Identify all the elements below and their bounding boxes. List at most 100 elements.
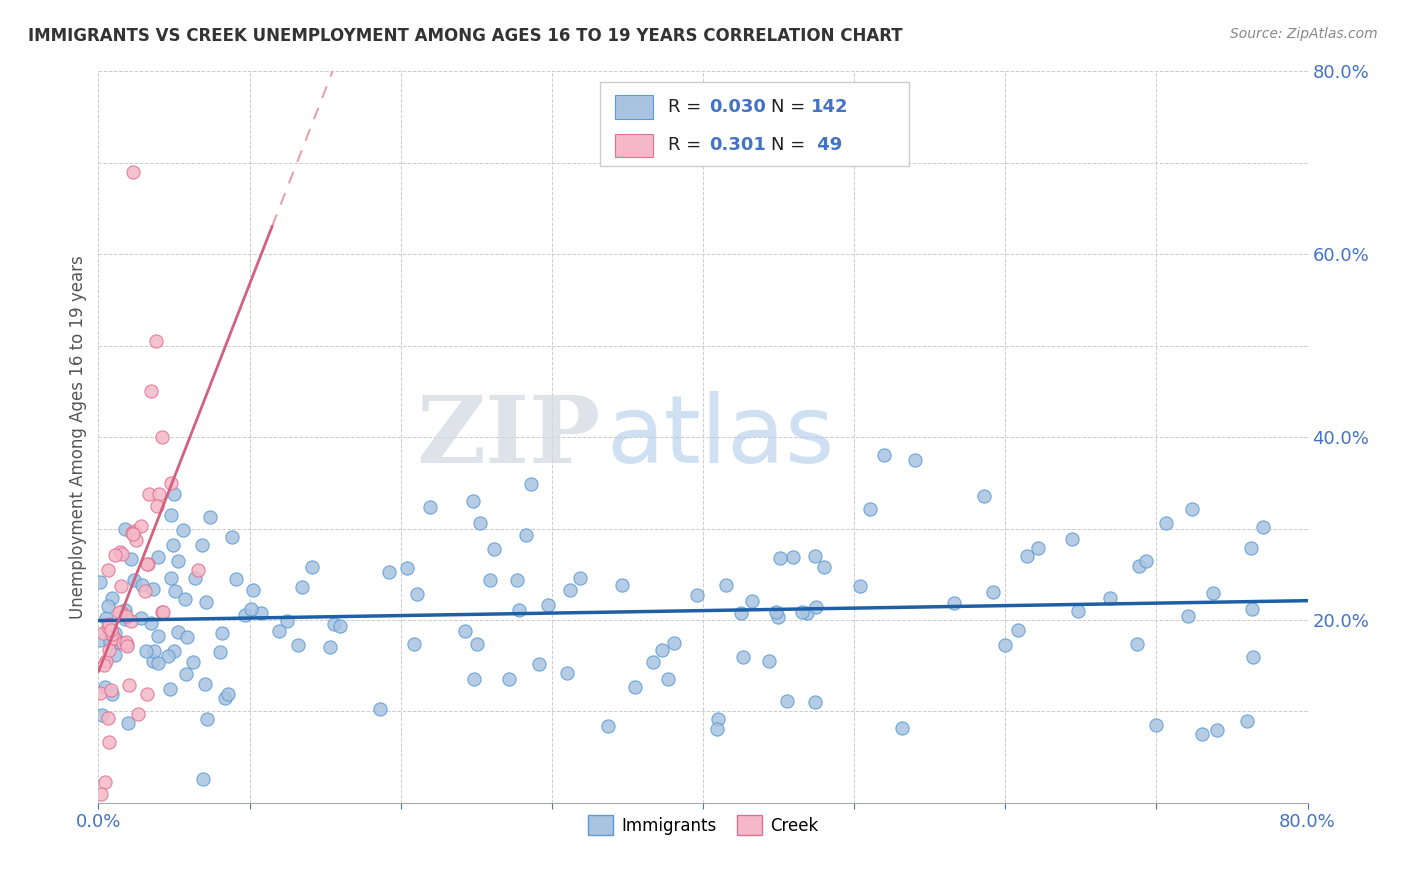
Text: IMMIGRANTS VS CREEK UNEMPLOYMENT AMONG AGES 16 TO 19 YEARS CORRELATION CHART: IMMIGRANTS VS CREEK UNEMPLOYMENT AMONG A… xyxy=(28,27,903,45)
Legend: Immigrants, Creek: Immigrants, Creek xyxy=(581,808,825,842)
Point xyxy=(1144,718,1167,732)
Point xyxy=(250,606,273,620)
Point xyxy=(1202,586,1225,600)
Point xyxy=(973,489,995,503)
Point xyxy=(120,552,142,566)
Point xyxy=(508,603,530,617)
Point xyxy=(198,510,221,524)
Point xyxy=(167,554,190,568)
Point xyxy=(1135,554,1157,568)
Point xyxy=(163,643,186,657)
Point xyxy=(768,610,790,624)
Point xyxy=(209,645,232,659)
Point xyxy=(730,606,752,620)
Text: 0.301: 0.301 xyxy=(709,136,766,154)
Point xyxy=(301,560,323,574)
Point xyxy=(849,578,872,592)
Point xyxy=(100,623,122,637)
Point xyxy=(111,547,134,561)
Point xyxy=(782,549,804,564)
Point xyxy=(101,591,124,606)
Point xyxy=(214,691,236,706)
Point xyxy=(813,560,835,574)
Point xyxy=(89,686,111,700)
Point xyxy=(94,654,117,668)
Point xyxy=(217,687,239,701)
Point xyxy=(707,712,730,726)
Point xyxy=(527,657,550,671)
Point xyxy=(1181,502,1204,516)
FancyBboxPatch shape xyxy=(614,134,654,157)
Point xyxy=(1015,549,1038,563)
Point xyxy=(141,384,163,399)
Point xyxy=(121,526,143,541)
Point xyxy=(100,627,122,641)
Point xyxy=(406,587,429,601)
Point xyxy=(114,522,136,536)
Point xyxy=(195,712,218,726)
Point xyxy=(1240,601,1263,615)
Point xyxy=(1241,649,1264,664)
Point xyxy=(804,695,827,709)
Point xyxy=(148,629,170,643)
Point xyxy=(463,672,485,686)
Point xyxy=(242,582,264,597)
Point xyxy=(520,476,543,491)
Point xyxy=(291,581,314,595)
Point xyxy=(134,584,156,599)
Point xyxy=(1251,520,1274,534)
Point xyxy=(465,637,488,651)
Point xyxy=(166,625,188,640)
Point xyxy=(110,605,132,619)
Point xyxy=(558,583,581,598)
Point xyxy=(225,572,247,586)
Point xyxy=(90,787,112,801)
Point xyxy=(150,430,173,444)
Point xyxy=(181,655,204,669)
Point xyxy=(127,707,149,722)
Point xyxy=(160,475,183,490)
Point xyxy=(598,719,620,733)
Point xyxy=(641,655,664,669)
Point xyxy=(122,527,145,541)
Point xyxy=(136,557,159,571)
Text: 142: 142 xyxy=(811,98,848,116)
Point xyxy=(859,501,882,516)
Point xyxy=(233,607,256,622)
Point xyxy=(1007,623,1029,637)
Point xyxy=(1206,723,1229,737)
Point xyxy=(142,653,165,667)
Point xyxy=(120,614,142,628)
Point xyxy=(515,527,537,541)
Point xyxy=(94,611,117,625)
Point xyxy=(657,672,679,686)
Point xyxy=(172,523,194,537)
Point xyxy=(873,448,896,462)
Text: N =: N = xyxy=(770,98,811,116)
Point xyxy=(714,577,737,591)
Point xyxy=(163,584,186,599)
Point xyxy=(145,500,167,514)
Point xyxy=(101,687,124,701)
FancyBboxPatch shape xyxy=(614,95,654,119)
Point xyxy=(1128,559,1150,574)
Text: Source: ZipAtlas.com: Source: ZipAtlas.com xyxy=(1230,27,1378,41)
Point xyxy=(568,571,591,585)
Point xyxy=(107,635,129,649)
Point xyxy=(651,643,673,657)
Point xyxy=(104,548,127,562)
Text: R =: R = xyxy=(668,98,707,116)
Point xyxy=(104,626,127,640)
Point xyxy=(1026,541,1049,555)
Point xyxy=(395,560,418,574)
Point xyxy=(94,774,117,789)
Point xyxy=(1236,714,1258,728)
Point xyxy=(145,334,167,348)
Point xyxy=(139,615,162,630)
Point xyxy=(796,606,818,620)
Text: 49: 49 xyxy=(811,136,842,154)
Point xyxy=(686,588,709,602)
Point xyxy=(135,644,157,658)
Point xyxy=(94,680,117,694)
Text: R =: R = xyxy=(668,136,707,154)
